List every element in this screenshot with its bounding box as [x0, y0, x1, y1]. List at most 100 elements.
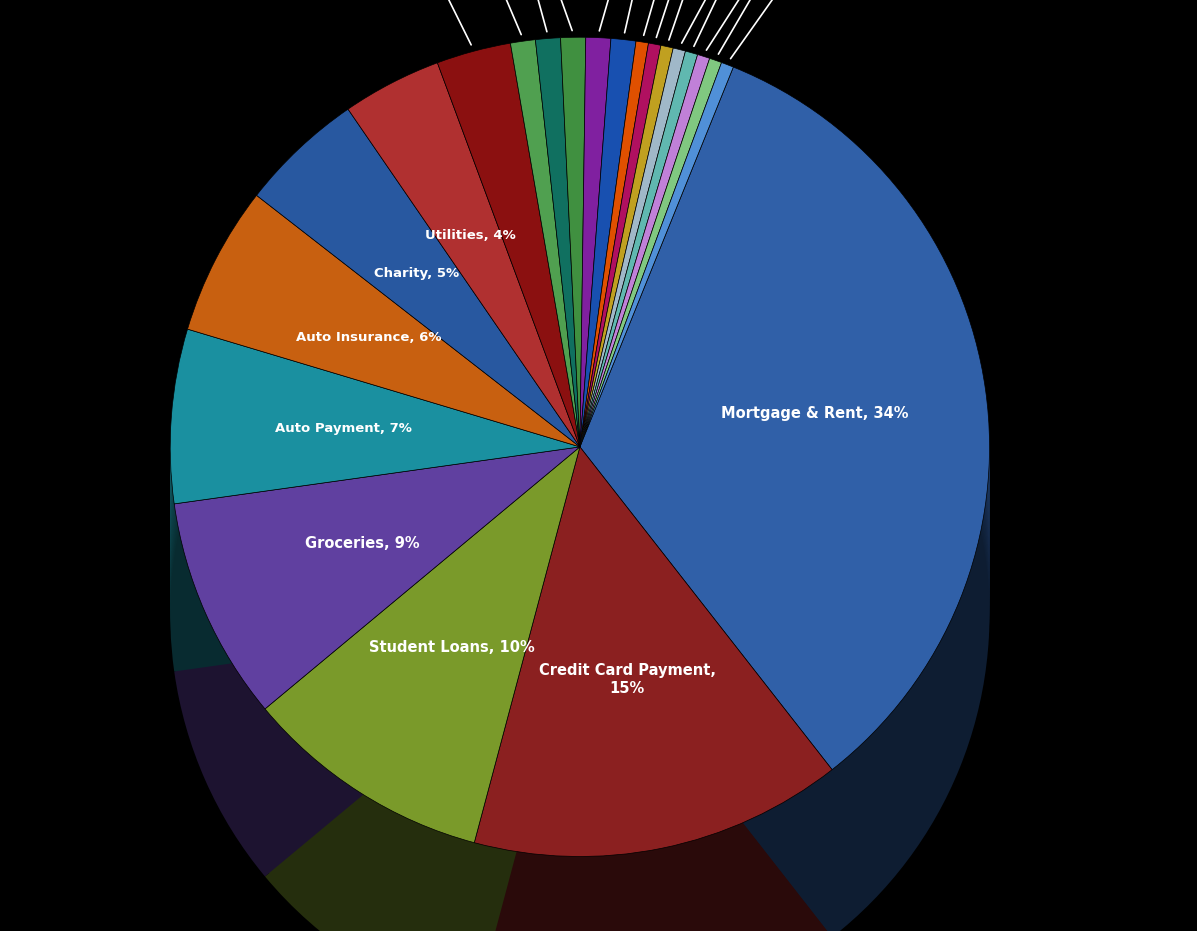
- Wedge shape: [579, 97, 710, 489]
- Wedge shape: [188, 229, 579, 480]
- Wedge shape: [265, 614, 579, 931]
- Wedge shape: [535, 196, 579, 606]
- Wedge shape: [579, 88, 673, 489]
- Wedge shape: [579, 96, 610, 506]
- Wedge shape: [510, 132, 579, 539]
- Wedge shape: [579, 197, 636, 606]
- Wedge shape: [579, 72, 636, 480]
- Wedge shape: [437, 135, 579, 539]
- Wedge shape: [579, 223, 710, 614]
- Wedge shape: [510, 65, 579, 472]
- Wedge shape: [265, 480, 579, 876]
- Wedge shape: [256, 168, 579, 506]
- Wedge shape: [579, 164, 710, 556]
- Wedge shape: [579, 113, 734, 497]
- Wedge shape: [579, 181, 636, 589]
- Wedge shape: [175, 464, 579, 725]
- Wedge shape: [175, 531, 579, 792]
- Wedge shape: [170, 363, 579, 537]
- Wedge shape: [510, 48, 579, 455]
- Wedge shape: [579, 205, 734, 589]
- Wedge shape: [579, 109, 722, 497]
- Wedge shape: [348, 180, 579, 564]
- Wedge shape: [188, 363, 579, 614]
- Wedge shape: [188, 263, 579, 514]
- Wedge shape: [579, 90, 686, 489]
- Text: Water/Sewer,
1%: Water/Sewer, 1%: [448, 0, 547, 32]
- Wedge shape: [437, 110, 579, 514]
- Wedge shape: [579, 51, 661, 455]
- Wedge shape: [175, 506, 579, 767]
- Wedge shape: [510, 115, 579, 522]
- Wedge shape: [579, 97, 636, 506]
- Wedge shape: [579, 68, 698, 464]
- Wedge shape: [265, 606, 579, 931]
- Wedge shape: [348, 146, 579, 531]
- Wedge shape: [535, 180, 579, 589]
- Wedge shape: [265, 598, 579, 931]
- Wedge shape: [579, 213, 734, 598]
- Wedge shape: [560, 46, 585, 455]
- Wedge shape: [579, 121, 734, 506]
- Wedge shape: [170, 405, 579, 579]
- Wedge shape: [579, 206, 710, 598]
- Wedge shape: [579, 114, 636, 522]
- Wedge shape: [579, 48, 686, 447]
- Wedge shape: [579, 108, 649, 514]
- Wedge shape: [579, 127, 661, 531]
- Wedge shape: [579, 175, 649, 581]
- Wedge shape: [256, 134, 579, 472]
- Wedge shape: [437, 185, 579, 589]
- Wedge shape: [579, 209, 722, 598]
- Wedge shape: [560, 79, 585, 489]
- Wedge shape: [579, 141, 686, 539]
- Wedge shape: [560, 71, 585, 480]
- Wedge shape: [579, 184, 990, 887]
- Text: Auto Payment, 7%: Auto Payment, 7%: [274, 423, 412, 436]
- Wedge shape: [579, 129, 734, 514]
- Wedge shape: [175, 539, 579, 801]
- Wedge shape: [579, 117, 722, 506]
- Wedge shape: [579, 71, 673, 472]
- Wedge shape: [579, 206, 636, 614]
- Wedge shape: [579, 176, 990, 879]
- Wedge shape: [510, 40, 579, 447]
- Wedge shape: [175, 455, 579, 717]
- Wedge shape: [579, 180, 610, 589]
- Wedge shape: [579, 146, 734, 531]
- Wedge shape: [560, 62, 585, 472]
- Wedge shape: [437, 177, 579, 581]
- Wedge shape: [579, 74, 649, 480]
- Wedge shape: [188, 271, 579, 522]
- Wedge shape: [579, 62, 734, 447]
- Wedge shape: [579, 158, 649, 564]
- Wedge shape: [348, 62, 579, 447]
- Wedge shape: [579, 210, 698, 606]
- Wedge shape: [560, 96, 585, 506]
- Wedge shape: [579, 164, 636, 573]
- Wedge shape: [560, 146, 585, 556]
- Wedge shape: [560, 113, 585, 522]
- Wedge shape: [579, 189, 636, 598]
- Wedge shape: [510, 82, 579, 489]
- Wedge shape: [579, 235, 990, 931]
- Wedge shape: [579, 114, 710, 506]
- Wedge shape: [579, 143, 698, 539]
- Wedge shape: [170, 330, 579, 504]
- Wedge shape: [579, 85, 698, 480]
- Wedge shape: [175, 547, 579, 809]
- Wedge shape: [579, 66, 649, 472]
- Wedge shape: [256, 209, 579, 547]
- Wedge shape: [535, 46, 579, 455]
- Wedge shape: [579, 209, 649, 614]
- Wedge shape: [535, 163, 579, 573]
- Wedge shape: [579, 222, 734, 606]
- Wedge shape: [535, 113, 579, 522]
- Wedge shape: [579, 185, 661, 589]
- Wedge shape: [579, 104, 673, 506]
- Wedge shape: [579, 226, 990, 929]
- Wedge shape: [579, 147, 636, 556]
- Wedge shape: [170, 480, 579, 654]
- Wedge shape: [579, 134, 990, 837]
- Wedge shape: [579, 172, 710, 564]
